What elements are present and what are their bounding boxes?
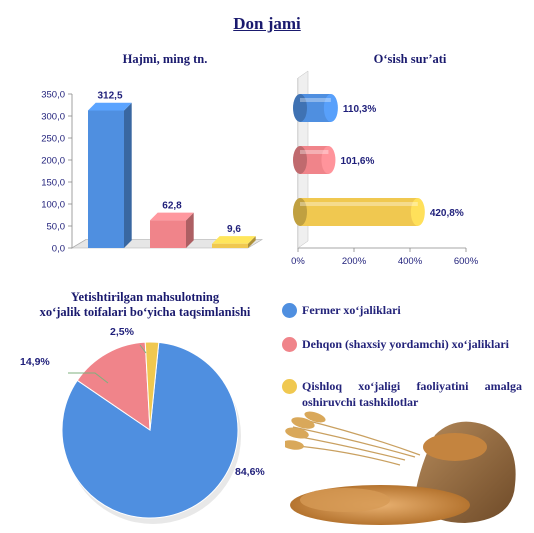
legend-label-farmers: Fermer xo‘jaliklari — [302, 303, 401, 317]
bar-highlight — [300, 150, 329, 154]
y-tick-label: 250,0 — [41, 134, 65, 145]
legend-label-organizations: Qishloq xo‘jaligi faoliyatini amalga osh… — [302, 379, 522, 409]
bar-side — [248, 236, 256, 248]
x-tick-label: 200% — [342, 256, 367, 267]
pie-slice — [76, 341, 151, 431]
wheat-sack-icon — [285, 411, 516, 525]
page-title: Don jami — [233, 14, 301, 33]
leader-line — [139, 344, 147, 354]
y-tick-label: 200,0 — [41, 156, 65, 167]
x-tick-label: 600% — [454, 256, 479, 267]
bar-cap-end — [321, 146, 336, 174]
legend-dot-gold — [282, 379, 297, 394]
legend-label-dehqon: Dehqon (shaxsiy yordamchi) xo‘jaliklari — [302, 337, 510, 351]
bar-top — [150, 212, 194, 221]
y-tick-label: 350,0 — [41, 90, 65, 101]
y-tick-label: 50,0 — [47, 222, 66, 233]
sack-grain-top — [423, 433, 487, 461]
y-tick-label: 300,0 — [41, 112, 65, 123]
bar — [300, 198, 418, 226]
legend-item-farmers: Fermer xo‘jaliklari — [282, 302, 522, 322]
y-axis-line — [71, 94, 87, 249]
distribution-pie-chart: 84,6% 14,9% 2,5% — [20, 326, 265, 524]
bar-highlight — [300, 202, 418, 206]
bar-highlight — [300, 98, 331, 102]
pie-chart-subtitle: Yetishtirilgan mahsulotning xo‘jalik toi… — [10, 290, 280, 320]
pie-value-label: 2,5% — [110, 326, 135, 338]
volume-bar-chart: 0,0 50,0 100,0 150,0 200,0 250,0 300,0 350,0 312… — [41, 90, 264, 255]
wheat-ears — [285, 411, 326, 450]
pie-value-label: 84,6% — [235, 466, 265, 478]
bar-value-label: 9,6 — [227, 224, 241, 235]
bar-value-label: 420,8% — [430, 208, 464, 219]
pie-subtitle-line-2: xo‘jalik toifalari bo‘yicha taqsimlanish… — [39, 305, 251, 319]
bar-side — [186, 212, 194, 248]
bar-cap-start — [293, 198, 307, 226]
bar — [88, 110, 124, 248]
bar-value-label: 110,3% — [343, 104, 376, 115]
growth-bar-chart: 0% 200% 400% 600% 110,3% 101,6% 420,8% — [291, 70, 479, 267]
bar-side — [124, 102, 132, 248]
legend-item-organizations: Qishloq xo‘jaligi faoliyatini amalga osh… — [282, 378, 522, 414]
leader-line — [68, 372, 109, 384]
y-tick-label: 150,0 — [41, 178, 65, 189]
x-tick-label: 400% — [398, 256, 423, 267]
bar-value-label: 62,8 — [162, 200, 182, 211]
bar — [150, 220, 186, 248]
bar-cap-end — [323, 94, 338, 122]
bar-cap-start — [293, 94, 307, 122]
legend-dot-blue — [282, 303, 297, 318]
legend-item-dehqon: Dehqon (shaxsiy yordamchi) xo‘jaliklari — [282, 336, 522, 372]
bar-value-label: 101,6% — [340, 156, 374, 167]
bar-top — [88, 102, 132, 111]
volume-chart-subtitle: Hajmi, ming tn. — [122, 52, 208, 66]
y-tick-label: 0,0 — [52, 244, 65, 255]
bar — [212, 243, 248, 248]
bar-cap-start — [293, 146, 307, 174]
growth-chart-subtitle: O‘sish sur’ati — [373, 52, 447, 66]
pie-subtitle-line-1: Yetishtirilgan mahsulotning — [70, 290, 220, 304]
bar-top — [212, 236, 256, 244]
pie-slice — [144, 341, 160, 431]
bar-cap-end — [410, 198, 425, 226]
x-tick-label: 0% — [291, 256, 305, 267]
y-tick-label: 100,0 — [41, 200, 65, 211]
bar-value-label: 312,5 — [97, 91, 122, 102]
chart-legend: Fermer xo‘jaliklari Dehqon (shaxsiy yord… — [282, 302, 522, 422]
pie-value-label: 14,9% — [20, 356, 50, 368]
legend-dot-red — [282, 337, 297, 352]
